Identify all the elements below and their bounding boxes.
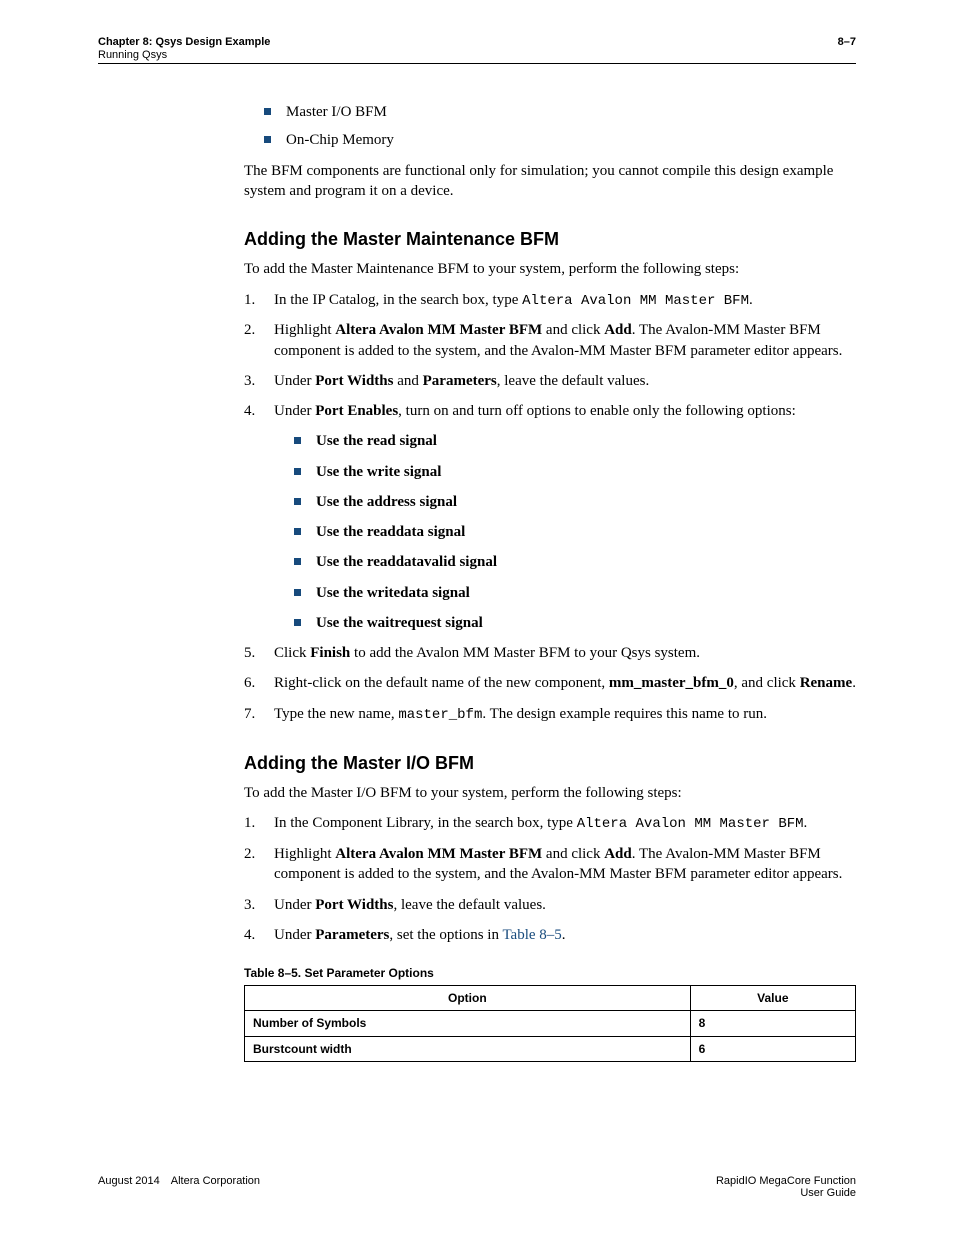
section-lead: To add the Master Maintenance BFM to you… (244, 259, 856, 279)
list-item: Use the readdatavalid signal (294, 552, 856, 572)
step-text: . (749, 292, 753, 308)
cross-reference-link[interactable]: Table 8–5 (502, 927, 561, 943)
bold-text: Altera Avalon MM Master BFM (335, 322, 542, 338)
list-item: Use the address signal (294, 492, 856, 512)
port-enable-options: Use the read signal Use the write signal… (294, 431, 856, 633)
intro-paragraph: The BFM components are functional only f… (244, 161, 856, 202)
bold-text: Parameters (315, 927, 389, 943)
table-cell-value: 6 (690, 1036, 855, 1061)
step-text: . (562, 927, 566, 943)
step-text: , leave the default values. (497, 373, 649, 389)
bold-text: Add (604, 846, 632, 862)
step-text: Type the new name, (274, 706, 398, 722)
page-content: Master I/O BFM On-Chip Memory The BFM co… (244, 102, 856, 1062)
chapter-title: Chapter 8: Qsys Design Example (98, 36, 270, 48)
steps-list-io: In the Component Library, in the search … (244, 813, 856, 945)
step-text: and click (542, 322, 604, 338)
page-footer: August 2014 Altera Corporation RapidIO M… (98, 1175, 856, 1199)
bold-text: Port Widths (315, 373, 393, 389)
step-text: Under (274, 403, 315, 419)
footer-doc-title: RapidIO MegaCore Function (716, 1175, 856, 1187)
step-text: . (804, 815, 808, 831)
table-header-value: Value (690, 986, 855, 1011)
bold-text: Port Enables (315, 403, 398, 419)
bold-text: Port Widths (315, 897, 393, 913)
step-text: Click (274, 645, 310, 661)
list-item: Use the writedata signal (294, 583, 856, 603)
list-item: On-Chip Memory (264, 130, 856, 150)
step-text: In the Component Library, in the search … (274, 815, 577, 831)
step-text: , turn on and turn off options to enable… (398, 403, 796, 419)
footer-right: RapidIO MegaCore Function User Guide (716, 1175, 856, 1199)
table-cell-option: Burstcount width (245, 1036, 691, 1061)
table-cell-value: 8 (690, 1011, 855, 1036)
table-caption: Table 8–5. Set Parameter Options (244, 965, 856, 981)
step-item: Under Port Widths and Parameters, leave … (244, 371, 856, 391)
step-item: In the IP Catalog, in the search box, ty… (244, 290, 856, 311)
step-text: and (393, 373, 422, 389)
section-heading-maintenance-bfm: Adding the Master Maintenance BFM (244, 227, 856, 251)
bold-text: mm_master_bfm_0 (609, 675, 734, 691)
code-text: Altera Avalon MM Master BFM (522, 293, 749, 309)
step-text: Under (274, 373, 315, 389)
step-text: to add the Avalon MM Master BFM to your … (350, 645, 700, 661)
step-text: . (852, 675, 856, 691)
step-text: Highlight (274, 846, 335, 862)
header-left: Chapter 8: Qsys Design Example Running Q… (98, 36, 270, 61)
list-item: Master I/O BFM (264, 102, 856, 122)
steps-list-maintenance: In the IP Catalog, in the search box, ty… (244, 290, 856, 725)
bold-text: Parameters (423, 373, 497, 389)
step-item: Under Parameters, set the options in Tab… (244, 925, 856, 945)
step-text: , leave the default values. (393, 897, 545, 913)
table-cell-option: Number of Symbols (245, 1011, 691, 1036)
bold-text: Rename (800, 675, 853, 691)
list-item: Use the read signal (294, 431, 856, 451)
list-item: Use the write signal (294, 462, 856, 482)
step-item: Right-click on the default name of the n… (244, 673, 856, 693)
bold-text: Add (604, 322, 632, 338)
step-text: Highlight (274, 322, 335, 338)
table-row: Number of Symbols 8 (245, 1011, 856, 1036)
page-number: 8–7 (838, 36, 856, 61)
intro-bullet-list: Master I/O BFM On-Chip Memory (264, 102, 856, 151)
step-item: Highlight Altera Avalon MM Master BFM an… (244, 320, 856, 361)
step-text: , and click (734, 675, 800, 691)
step-item: Highlight Altera Avalon MM Master BFM an… (244, 844, 856, 885)
code-text: master_bfm (398, 707, 482, 723)
table-row: Burstcount width 6 (245, 1036, 856, 1061)
section-lead: To add the Master I/O BFM to your system… (244, 783, 856, 803)
step-text: Under (274, 927, 315, 943)
bold-text: Altera Avalon MM Master BFM (335, 846, 542, 862)
footer-doc-subtitle: User Guide (716, 1187, 856, 1199)
footer-left: August 2014 Altera Corporation (98, 1175, 260, 1199)
code-text: Altera Avalon MM Master BFM (577, 816, 804, 832)
parameter-options-table: Option Value Number of Symbols 8 Burstco… (244, 985, 856, 1062)
step-text: In the IP Catalog, in the search box, ty… (274, 292, 522, 308)
step-text: and click (542, 846, 604, 862)
step-text: Right-click on the default name of the n… (274, 675, 609, 691)
step-text: , set the options in (389, 927, 502, 943)
page-header: Chapter 8: Qsys Design Example Running Q… (98, 36, 856, 64)
list-item: Use the readdata signal (294, 522, 856, 542)
step-item: In the Component Library, in the search … (244, 813, 856, 834)
step-item: Type the new name, master_bfm. The desig… (244, 704, 856, 725)
step-item: Click Finish to add the Avalon MM Master… (244, 643, 856, 663)
table-header-option: Option (245, 986, 691, 1011)
step-text: Under (274, 897, 315, 913)
step-item: Under Port Enables, turn on and turn off… (244, 401, 856, 633)
step-item: Under Port Widths, leave the default val… (244, 895, 856, 915)
list-item: Use the waitrequest signal (294, 613, 856, 633)
section-title: Running Qsys (98, 49, 270, 61)
step-text: . The design example requires this name … (482, 706, 767, 722)
section-heading-io-bfm: Adding the Master I/O BFM (244, 751, 856, 775)
bold-text: Finish (310, 645, 350, 661)
